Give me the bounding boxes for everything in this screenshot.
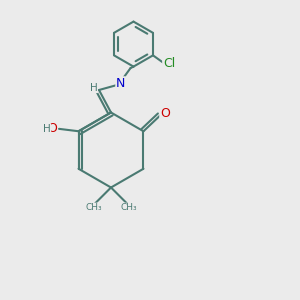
Text: H: H [90, 82, 98, 93]
Text: CH₃: CH₃ [120, 203, 137, 212]
Text: O: O [160, 107, 170, 120]
Text: O: O [47, 122, 57, 135]
Text: Cl: Cl [163, 57, 175, 70]
Text: CH₃: CH₃ [85, 203, 102, 212]
Text: H: H [43, 124, 51, 134]
Text: N: N [116, 77, 125, 90]
